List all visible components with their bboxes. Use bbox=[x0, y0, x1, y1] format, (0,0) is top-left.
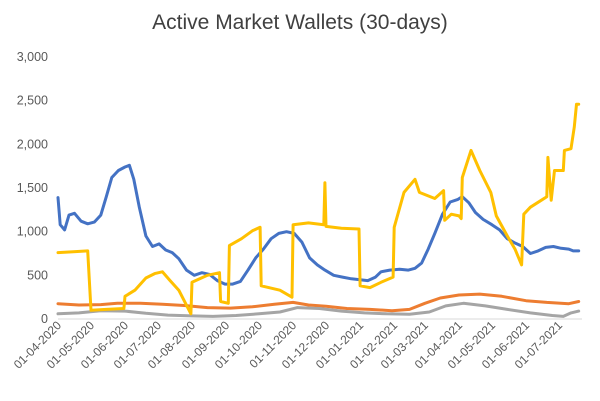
chart-title: Active Market Wallets (30-days) bbox=[152, 11, 448, 34]
series-line-2 bbox=[56, 292, 581, 313]
y-tick-label: 2,500 bbox=[17, 94, 48, 108]
y-tick-label: 2,000 bbox=[17, 137, 48, 151]
series-line-4 bbox=[56, 102, 581, 316]
y-tick-label: 1,000 bbox=[17, 225, 48, 239]
y-tick-label: 500 bbox=[27, 268, 48, 282]
y-axis-ticks: 0 500 1,000 1,500 2,000 2,500 3,000 bbox=[17, 50, 48, 326]
x-axis-ticks: 01-04-202001-05-202001-06-202001-07-2020… bbox=[11, 318, 565, 372]
y-tick-label: 1,500 bbox=[17, 181, 48, 195]
series-line-1 bbox=[56, 163, 581, 286]
y-tick-label: 0 bbox=[41, 312, 48, 326]
series-lines bbox=[56, 102, 581, 318]
y-tick-label: 3,000 bbox=[17, 50, 48, 64]
series-line-3 bbox=[56, 301, 581, 318]
